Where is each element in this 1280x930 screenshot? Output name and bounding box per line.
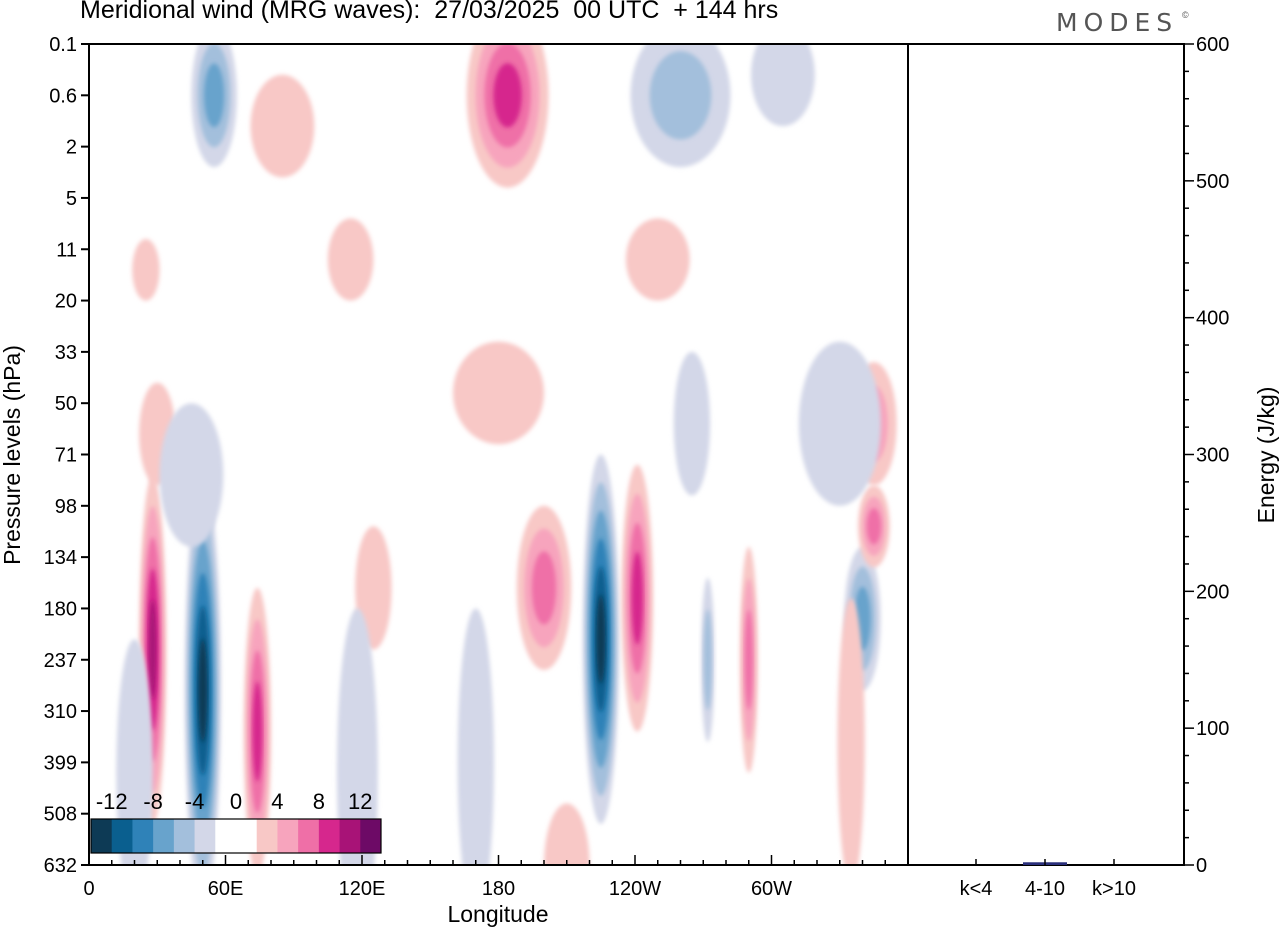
colorbar-swatch	[194, 819, 216, 853]
contour-positive-27-0	[250, 74, 315, 178]
copyright-mark: ©	[1182, 10, 1189, 20]
contour-negative-21-0	[798, 341, 881, 506]
colorbar-swatch	[256, 819, 278, 853]
contour-positive-0-4	[148, 599, 157, 700]
energy-tick-label: 100	[1196, 718, 1229, 740]
longitude-axis: 0 60E 120E 180 120W 60W	[83, 855, 909, 900]
colorbar-label: 12	[348, 789, 372, 814]
x-axis-title: Longitude	[447, 901, 548, 927]
energy-tick-label: 0	[1196, 855, 1207, 877]
contour-positive-3-2	[531, 551, 557, 625]
contour-negative-17-0	[159, 403, 224, 547]
contour-negative-7-2	[204, 63, 225, 128]
colorbar-swatch	[153, 819, 175, 853]
contour-negative-4-5	[596, 594, 606, 684]
x-tick-label: 120W	[609, 878, 661, 900]
contour-positive-6-3	[493, 63, 522, 128]
energy-category-label: k>10	[1092, 878, 1136, 900]
pressure-axis: 0.1 0.6 2 5 11 20 33 50 71 98 134 180 237 310 399 508 63…	[44, 34, 89, 877]
y-tick-label: 399	[44, 752, 77, 774]
energy-category-label: k<4	[960, 878, 993, 900]
colorbar-label: 8	[313, 789, 325, 814]
energy-axis: 0 100 200 300 400 500 600	[1184, 34, 1229, 877]
y-tick-label: 237	[44, 650, 77, 672]
colorbar-label: -4	[185, 789, 205, 814]
x-tick-label: 60W	[751, 878, 792, 900]
y-tick-label: 33	[55, 342, 77, 364]
contour-positive-2-3	[252, 681, 263, 782]
y-axis-title: Pressure levels (hPa)	[0, 345, 25, 565]
y-tick-label: 508	[44, 804, 77, 826]
colorbar-label: 4	[271, 789, 283, 814]
contour-positive-24-0	[132, 238, 160, 301]
contour-negative-14-0	[336, 608, 378, 865]
energy-tick-label: 400	[1196, 308, 1229, 330]
contour-negative-12-0	[457, 608, 494, 865]
contour-negative-18-1	[649, 51, 712, 140]
contour-negative-19-0	[751, 44, 815, 127]
y-tick-label: 134	[44, 547, 77, 569]
y-tick-label: 11	[56, 239, 77, 261]
colorbar-swatch	[277, 819, 299, 853]
colorbar-swatch	[111, 819, 133, 853]
colorbar-swatch	[236, 819, 258, 853]
contour-negative-1-5	[198, 638, 208, 743]
colorbar-swatch	[132, 819, 154, 853]
y-tick-label: 180	[44, 598, 77, 620]
colorbar-swatch	[91, 819, 113, 853]
colorbar-swatch	[173, 819, 196, 853]
y-tick-label: 71	[55, 445, 77, 467]
contour-positive-25-0	[625, 218, 690, 301]
colorbar-swatch	[360, 819, 382, 853]
colorbar-label: -8	[143, 789, 163, 814]
colorbar-label: 0	[230, 789, 242, 814]
energy-tick-label: 200	[1196, 581, 1229, 603]
x-tick-label: 120E	[339, 878, 386, 900]
chart-title: Meridional wind (MRG waves): 27/03/2025 …	[80, 0, 779, 24]
colorbar-frame	[90, 818, 382, 854]
contour-positive-26-0	[327, 218, 374, 301]
colorbar-swatch	[318, 819, 341, 853]
y-tick-label: 50	[55, 393, 77, 415]
colorbar: -12 -8 -4 0 4 8 12	[90, 789, 382, 854]
energy-frame	[907, 43, 1185, 866]
colorbar-swatch	[298, 819, 320, 853]
contour-positive-11-2	[866, 508, 882, 545]
energy-tick-label: 300	[1196, 445, 1229, 467]
modes-logo: MODES	[1056, 8, 1179, 37]
y-tick-label: 98	[55, 496, 77, 518]
energy-tick-label: 500	[1196, 171, 1229, 193]
contour-positive-5-3	[631, 551, 643, 645]
heatmap-field	[116, 44, 897, 865]
contour-positive-8-2	[744, 609, 753, 710]
contour-positive-15-0	[837, 598, 865, 865]
x-tick-label: 180	[482, 878, 515, 900]
y-tick-label: 0.6	[49, 85, 77, 107]
y-tick-label: 0.1	[49, 34, 77, 56]
colorbar-swatch	[215, 819, 237, 853]
y-tick-label: 5	[66, 188, 77, 210]
energy-axis-title: Energy (J/kg)	[1253, 387, 1279, 524]
x-tick-label: 0	[83, 878, 94, 900]
contour-negative-9-1	[703, 609, 712, 711]
colorbar-swatch	[339, 819, 361, 853]
energy-category-label: 4-10	[1025, 878, 1065, 900]
energy-bars: k<4 4-10 k>10	[960, 859, 1136, 900]
x-tick-label: 60E	[208, 878, 244, 900]
contour-negative-28-0	[116, 639, 153, 865]
y-tick-label: 20	[55, 291, 77, 313]
energy-tick-label: 600	[1196, 34, 1229, 56]
contour-positive-29-0	[544, 803, 590, 865]
y-tick-label: 310	[44, 701, 77, 723]
y-tick-label: 632	[44, 855, 77, 877]
y-tick-label: 2	[66, 137, 77, 159]
contour-positive-22-0	[453, 341, 544, 445]
colorbar-label: -12	[96, 789, 128, 814]
contour-negative-23-0	[673, 351, 711, 496]
